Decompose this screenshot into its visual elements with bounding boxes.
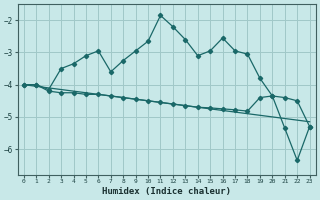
X-axis label: Humidex (Indice chaleur): Humidex (Indice chaleur) [102,187,231,196]
